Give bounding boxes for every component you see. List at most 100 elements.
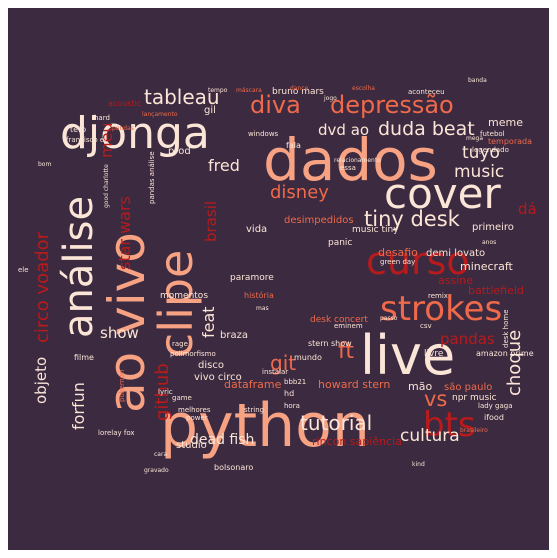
word: music tiny [352,225,399,235]
word: meme [488,116,523,129]
word: show [100,324,139,342]
word: studio [176,440,207,451]
word-cloud-canvas: python dados djonga live ao vivo clipe a… [8,8,549,550]
word: lorelay fox [98,429,135,437]
word: essa [340,164,356,172]
word: pandas análise [148,151,156,204]
word: game [172,394,192,402]
word: fred [208,156,240,175]
word: disco [198,360,224,371]
word: aconteceu [408,88,445,96]
word: pandas [112,125,134,132]
word: legendado [472,146,509,154]
word: duda beat [378,118,475,140]
word: futebol [480,130,505,138]
word: polimorfismo [170,350,216,358]
word: anos [482,239,496,246]
word: vida [246,224,267,235]
word: mas [256,305,269,312]
word: disney [270,182,329,203]
word: melhores [178,406,211,414]
word: howard stern [318,378,390,391]
word: hora [284,402,300,410]
word: desimpedidos [284,215,354,226]
word: temporada [488,137,532,146]
word: power [186,414,208,422]
word: francisco el [66,136,106,144]
word: instalar [262,368,288,376]
word: forfun [69,382,88,430]
word: acoustic [108,99,141,108]
word: hd [284,389,294,398]
word: cultura [400,426,460,446]
word: prod [168,146,191,157]
word: são paulo [444,382,492,393]
word: string [244,406,264,414]
word: remix [428,292,448,300]
word: brasil [202,201,220,242]
word: fala [286,141,301,150]
word: objeto [32,357,50,404]
word: tempo [208,87,228,94]
word: tutorial [300,411,372,435]
word: feat [199,306,218,338]
word: green day [380,258,415,266]
word: bom [38,161,51,168]
word: assine [438,274,473,287]
word: dvd ao [318,121,369,139]
word: pandas [440,330,495,348]
word: bolsonaro [214,463,253,472]
word: lady gaga [478,402,513,410]
word: jogo [323,95,337,102]
word: mega [466,135,483,142]
word: ifood [484,413,504,422]
word: teto [70,125,86,134]
word: hard [94,114,110,122]
word: momentos [160,291,208,301]
word: mão [408,380,432,393]
word: máscara [236,87,262,94]
word: livre [424,349,444,359]
word: star wars [115,196,134,270]
word: minecraft [460,260,514,273]
word: demi lovato [426,248,485,259]
word: vivo circo [194,372,242,383]
word: bbb21 [284,378,306,386]
word: paramore [230,273,274,283]
word: ele [18,266,29,274]
word: relacionamento [334,157,381,164]
word: circo voador [32,231,53,343]
word: dance [290,85,309,92]
word: amazon prime [476,349,534,358]
word: csv [420,322,432,330]
word: stern show [308,339,352,348]
word: lyric [158,388,173,396]
word: braza [220,330,248,341]
word: primeiro [472,222,514,233]
word: pokemon [118,370,126,402]
word: lançamento [142,111,178,118]
word: dá [518,200,537,218]
word: brasileiro [460,427,488,434]
word: escolha [352,85,375,92]
word: windows [248,130,279,138]
word: eminem [334,322,363,330]
word: gil [204,105,216,116]
word: mundo [294,353,322,362]
word: banda [468,77,487,84]
word: história [244,290,274,300]
word-cloud: python dados djonga live ao vivo clipe a… [8,8,549,550]
word: rage [172,340,188,348]
word: battlefield [468,284,524,297]
word: gravado [144,467,169,474]
word: rincon sapiência [312,435,402,448]
word: panic [328,238,352,248]
word: análise [56,196,102,338]
word: passo [380,315,398,322]
word: good charlotte [103,164,110,208]
word: music [454,162,504,182]
word: kind [412,461,425,468]
word: filme [74,353,94,362]
word: cara [154,451,167,458]
word: desk home [502,309,510,348]
